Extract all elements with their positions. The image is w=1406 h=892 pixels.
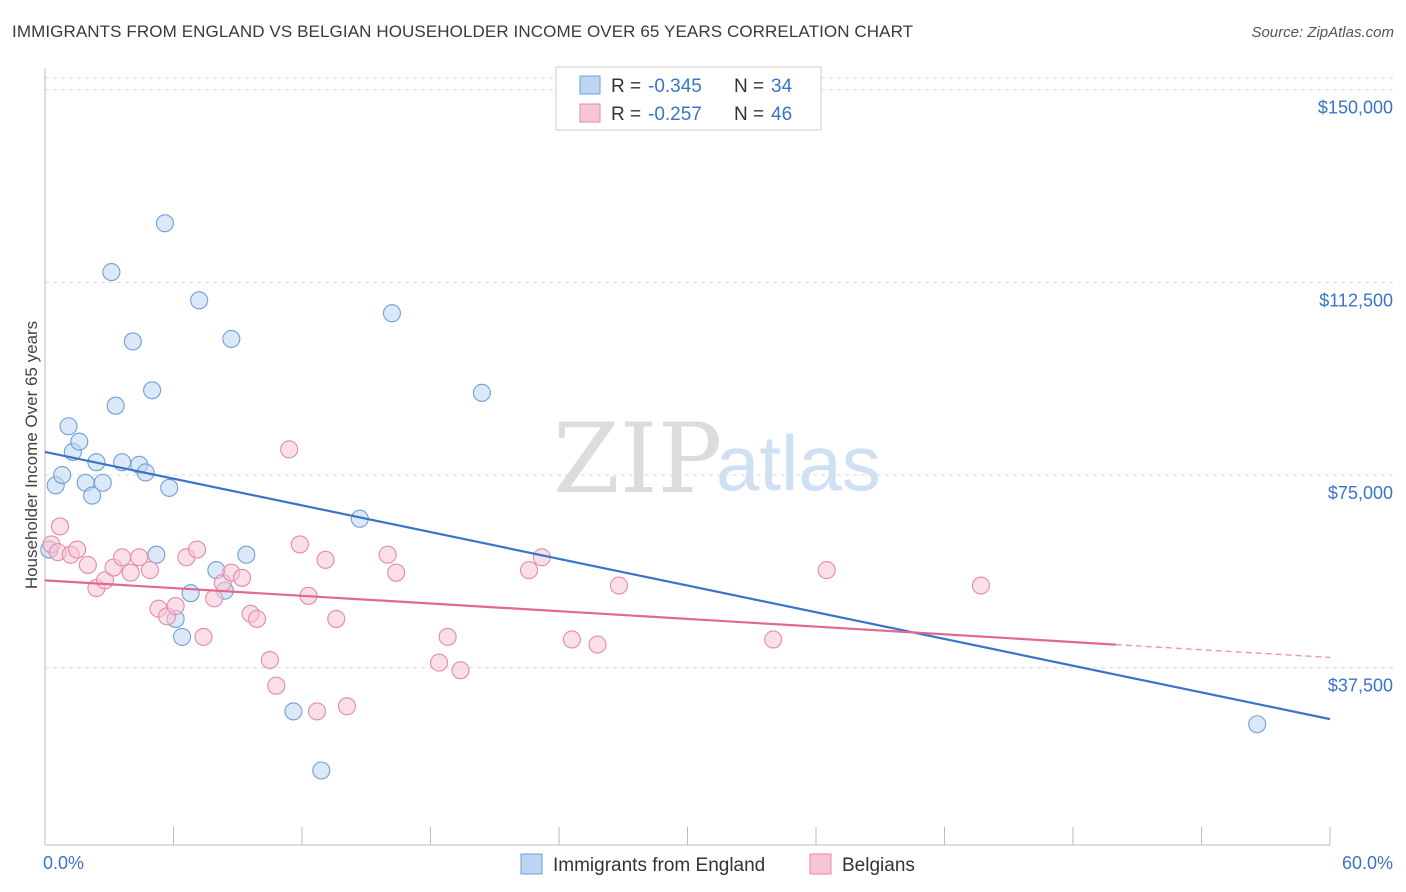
point-belgians (562, 630, 581, 649)
point-england (284, 702, 303, 721)
y-tick-labels: $37,500 $75,000 $112,500 $150,000 (1318, 98, 1393, 696)
point-england (472, 383, 491, 402)
point-england (59, 417, 78, 436)
point-belgians (519, 561, 539, 580)
legend-n-value-england: 34 (771, 76, 793, 97)
series-label-belgians: Belgians (842, 855, 915, 876)
point-belgians (451, 661, 470, 680)
point-belgians (68, 540, 87, 559)
point-england (181, 584, 200, 603)
point-belgians (430, 653, 449, 672)
chart-title: IMMIGRANTS FROM ENGLAND VS BELGIAN HOUSE… (12, 22, 914, 41)
point-england (70, 432, 89, 451)
point-belgians (316, 550, 335, 569)
x-tick-label: 60.0% (1342, 853, 1393, 873)
point-belgians (290, 535, 309, 554)
point-belgians (166, 597, 185, 616)
point-england (155, 214, 174, 233)
y-tick-label: $150,000 (1318, 98, 1393, 118)
point-belgians (130, 548, 149, 567)
point-belgians (194, 627, 213, 646)
legend-r-label-belgians: R = (611, 104, 641, 125)
point-england (382, 304, 402, 323)
point-england (93, 473, 112, 492)
point-belgians (50, 517, 70, 536)
legend-n-value-belgians: 46 (771, 104, 792, 125)
series-legend: Immigrants from England Belgians (520, 853, 915, 876)
point-belgians (267, 676, 286, 695)
point-belgians (971, 576, 990, 595)
point-england (1248, 715, 1267, 734)
point-belgians (387, 563, 406, 582)
point-england (83, 486, 102, 505)
point-belgians (140, 561, 159, 580)
point-belgians (280, 440, 299, 459)
series-label-england: Immigrants from England (553, 855, 765, 876)
point-belgians (327, 609, 346, 628)
watermark-atlas: atlas (716, 419, 881, 507)
y-tick-label: $112,500 (1319, 290, 1393, 310)
legend-r-value-england: -0.345 (648, 76, 702, 97)
y-tick-label: $75,000 (1328, 483, 1393, 503)
point-england (143, 381, 162, 400)
legend-r-value-belgians: -0.257 (648, 104, 702, 125)
point-england (312, 761, 331, 780)
point-belgians (205, 589, 224, 608)
legend-r-label-england: R = (611, 76, 641, 97)
point-belgians (307, 702, 327, 721)
series-swatch-england (520, 853, 543, 875)
point-england (237, 545, 256, 564)
point-belgians (817, 561, 836, 580)
point-england (53, 466, 72, 485)
x-tick-labels: 0.0% 60.0% (43, 853, 1393, 873)
trendline-belgians-extension (1115, 643, 1331, 659)
legend-n-label-england: N = (734, 76, 764, 97)
point-england (147, 545, 166, 564)
point-england (102, 263, 121, 282)
point-england (160, 478, 179, 497)
watermark-zip: ZIP (553, 403, 722, 515)
point-england (173, 627, 192, 646)
source-credit: Source: ZipAtlas.com (1251, 24, 1394, 41)
point-belgians (113, 548, 132, 567)
point-belgians (337, 697, 357, 716)
point-england (222, 329, 241, 348)
point-belgians (232, 568, 252, 587)
legend-swatch-england (579, 75, 601, 95)
y-tick-label: $37,500 (1328, 676, 1393, 696)
point-england (106, 396, 125, 415)
correlation-legend: R = -0.345 N = 34 R = -0.257 N = 46 (555, 66, 822, 131)
point-belgians (378, 545, 397, 564)
point-belgians (188, 540, 207, 559)
point-belgians (764, 630, 783, 649)
point-belgians (78, 555, 97, 575)
trend-lines (44, 450, 1331, 721)
axes (44, 68, 1331, 846)
point-belgians (588, 635, 607, 654)
legend-n-label-belgians: N = (734, 104, 764, 125)
trendline-england (44, 450, 1331, 721)
point-belgians (438, 627, 457, 646)
y-axis-label: Householder Income Over 65 years (22, 321, 41, 589)
point-belgians (609, 576, 629, 595)
point-england (123, 332, 142, 351)
point-england (190, 291, 209, 310)
trendline-belgians (44, 579, 1116, 646)
point-belgians (247, 609, 267, 628)
x-tick-label: 0.0% (43, 853, 84, 873)
series-swatch-belgians (809, 853, 832, 875)
data-points (40, 214, 1267, 780)
legend-swatch-belgians (579, 103, 601, 123)
point-belgians (121, 563, 140, 582)
point-belgians (260, 650, 279, 670)
